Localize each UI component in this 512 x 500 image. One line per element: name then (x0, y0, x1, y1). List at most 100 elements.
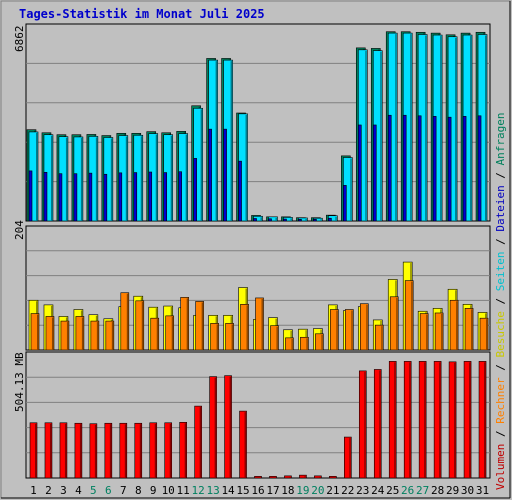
x-tick-label-13: 13 (206, 484, 219, 497)
top-bar-shade-seiten-5 (95, 137, 98, 221)
top-bar-dateien-7 (118, 172, 123, 222)
bottom-bar-volumen-2 (44, 422, 53, 479)
bottom-bar-shade-volumen-30 (469, 362, 471, 478)
x-tick-label-2: 2 (45, 484, 52, 497)
middle-bar-rechner-11 (180, 297, 189, 351)
bottom-bar-shade-volumen-20 (319, 476, 321, 478)
top-bar-shade-seiten-21 (335, 216, 337, 221)
bottom-bar-volumen-17 (269, 476, 277, 479)
top-bar-shade-seiten-30 (470, 36, 472, 221)
middle-bar-rechner-27 (419, 313, 429, 351)
x-tick-label-16: 16 (251, 484, 264, 497)
middle-bar-shade-rechner-7 (126, 293, 129, 350)
top-bar-shade-seiten-16 (260, 217, 262, 221)
top-bar-dateien-11 (178, 171, 182, 222)
middle-bar-rechner-1 (30, 313, 40, 351)
middle-bar-shade-rechner-13 (216, 324, 219, 350)
top-bar-dateien-23 (357, 124, 362, 222)
top-bar-shade-seiten-19 (305, 218, 307, 221)
top-bar-dateien-27 (417, 115, 422, 222)
top-bar-shade-seiten-31 (485, 35, 487, 221)
bottom-bar-shade-volumen-12 (199, 407, 202, 478)
middle-bar-shade-rechner-8 (141, 301, 144, 350)
bottom-bar-shade-volumen-3 (64, 423, 67, 478)
bottom-bar-volumen-21 (329, 476, 337, 479)
middle-bar-rechner-15 (240, 304, 249, 351)
bottom-bar-shade-volumen-16 (259, 477, 261, 478)
middle-bar-rechner-28 (434, 312, 444, 351)
x-tick-label-23: 23 (356, 484, 369, 497)
top-bar-dateien-18 (283, 218, 287, 222)
middle-bar-shade-rechner-9 (156, 319, 159, 350)
middle-bar-rechner-12 (195, 301, 204, 351)
bottom-bar-shade-volumen-14 (229, 376, 231, 478)
middle-bar-shade-rechner-6 (111, 322, 114, 350)
top-bar-dateien-30 (462, 116, 467, 222)
bottom-bar-volumen-9 (149, 422, 158, 479)
bottom-bar-volumen-26 (403, 361, 412, 479)
top-bar-shade-seiten-8 (140, 136, 143, 221)
middle-bar-shade-rechner-5 (96, 322, 99, 350)
top-bar-shade-seiten-9 (155, 134, 158, 221)
middle-bar-shade-rechner-29 (456, 301, 458, 350)
middle-bar-rechner-29 (449, 299, 459, 351)
bottom-bar-shade-volumen-13 (214, 377, 217, 478)
x-tick-label-17: 17 (266, 484, 279, 497)
top-bar-shade-seiten-7 (125, 136, 128, 221)
bottom-bar-volumen-20 (314, 475, 322, 479)
top-bar-shade-seiten-28 (440, 36, 442, 221)
x-tick-label-30: 30 (461, 484, 474, 497)
middle-bar-shade-rechner-24 (381, 326, 383, 350)
top-bar-dateien-10 (163, 172, 168, 222)
top-bar-shade-seiten-17 (275, 217, 277, 221)
bottom-bar-volumen-24 (373, 369, 382, 479)
bottom-bar-volumen-22 (344, 436, 352, 479)
bottom-bar-shade-volumen-18 (289, 476, 291, 478)
middle-bar-rechner-26 (404, 280, 414, 351)
top-bar-shade-seiten-11 (185, 134, 188, 221)
bottom-bar-volumen-28 (433, 361, 442, 479)
bottom-bar-volumen-7 (119, 422, 128, 479)
middle-bar-rechner-30 (464, 308, 474, 351)
x-tick-label-10: 10 (162, 484, 175, 497)
bottom-bar-volumen-1 (29, 422, 38, 479)
x-tick-label-3: 3 (60, 484, 67, 497)
middle-bar-shade-rechner-26 (411, 281, 413, 350)
bottom-bar-shade-volumen-25 (394, 362, 396, 478)
middle-bar-rechner-18 (285, 337, 294, 351)
middle-bar-rechner-9 (150, 317, 160, 351)
middle-bar-rechner-5 (90, 320, 100, 351)
top-bar-shade-seiten-27 (425, 35, 427, 221)
top-bar-shade-seiten-3 (65, 137, 68, 221)
bottom-bar-volumen-4 (74, 422, 83, 479)
middle-bar-rechner-17 (270, 325, 279, 351)
top-bar-dateien-28 (432, 116, 437, 222)
x-tick-label-21: 21 (326, 484, 339, 497)
middle-bar-shade-rechner-3 (66, 322, 69, 350)
bottom-bar-shade-volumen-15 (244, 412, 246, 478)
top-bar-shade-seiten-4 (80, 137, 83, 221)
middle-bar-rechner-23 (359, 303, 369, 351)
top-bar-dateien-21 (328, 217, 332, 222)
middle-bar-rechner-19 (300, 336, 309, 351)
x-tick-label-6: 6 (105, 484, 112, 497)
bottom-bar-shade-volumen-7 (124, 424, 127, 478)
bottom-bar-volumen-10 (164, 422, 173, 479)
top-bar-dateien-14 (223, 128, 227, 222)
middle-bar-shade-rechner-10 (171, 316, 174, 350)
bottom-bar-shade-volumen-29 (454, 362, 456, 478)
bottom-bar-shade-volumen-17 (274, 477, 276, 478)
top-bar-dateien-8 (133, 172, 138, 222)
top-bar-dateien-31 (477, 115, 482, 222)
x-tick-label-22: 22 (341, 484, 354, 497)
middle-bar-shade-rechner-19 (306, 338, 308, 350)
middle-bar-rechner-25 (389, 296, 399, 351)
top-bar-dateien-9 (148, 171, 153, 222)
x-tick-label-7: 7 (120, 484, 127, 497)
bottom-bar-volumen-14 (224, 375, 232, 479)
bottom-bar-volumen-11 (179, 422, 187, 479)
bottom-bar-shade-volumen-6 (109, 424, 112, 478)
bottom-bar-shade-volumen-11 (184, 423, 187, 478)
middle-bar-rechner-20 (315, 333, 324, 351)
top-bar-shade-seiten-29 (455, 37, 457, 222)
